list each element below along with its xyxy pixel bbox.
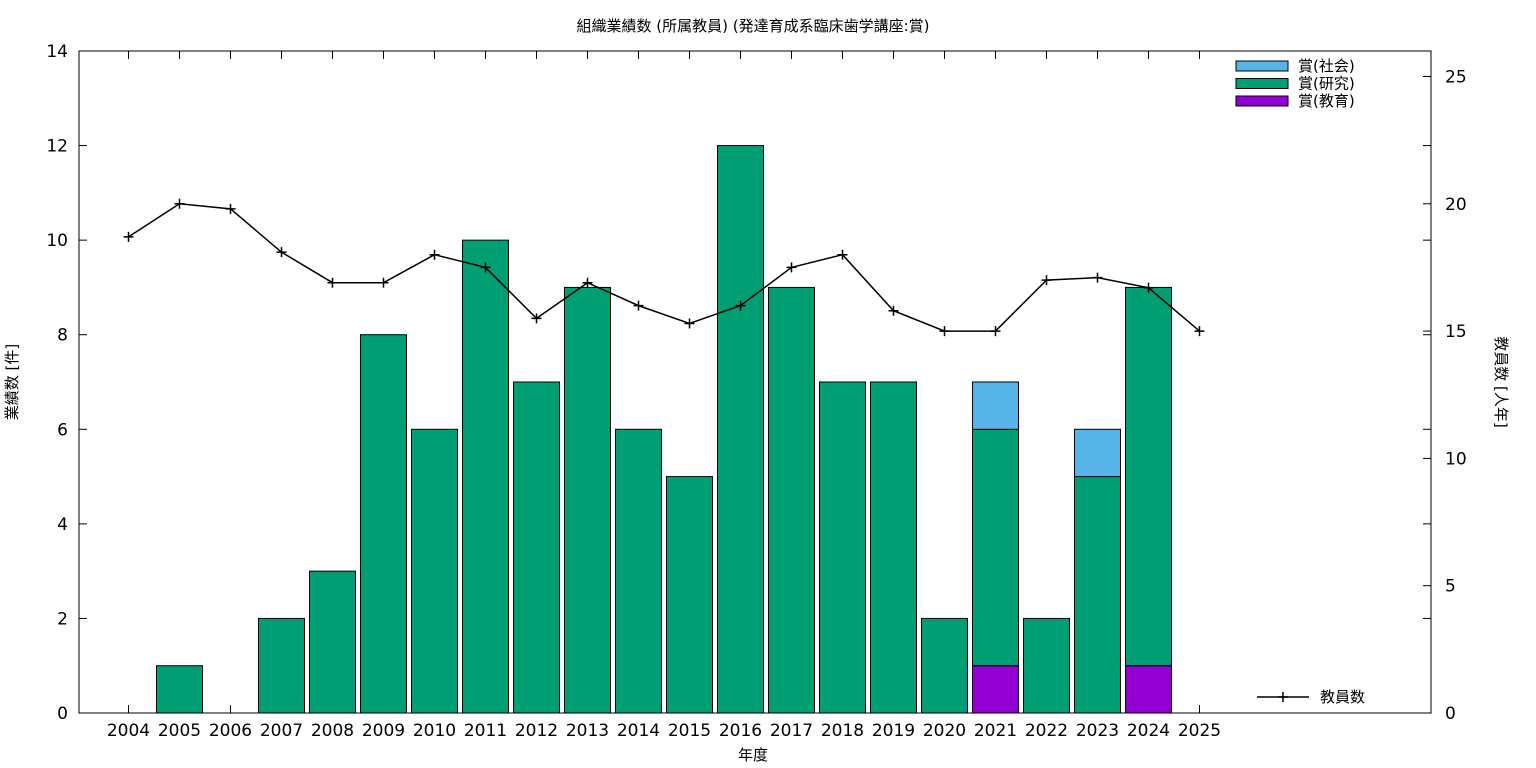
- x-tick-label: 2015: [668, 721, 711, 741]
- line-point-marker: [684, 318, 695, 329]
- bar-segment: [717, 145, 764, 714]
- y-tick-label: 14: [46, 42, 68, 62]
- x-tick-label: 2009: [362, 721, 405, 741]
- line-point-marker: [429, 249, 440, 260]
- x-tick-label: 2014: [617, 721, 660, 741]
- faculty-count-line: [128, 202, 1200, 332]
- bar-segment: [258, 617, 305, 714]
- bar-segment: [462, 239, 509, 714]
- y2-tick-label: 0: [1445, 704, 1456, 724]
- line-point-marker: [174, 198, 185, 209]
- legend-swatch: [1235, 60, 1289, 72]
- x-tick-label: 2011: [464, 721, 507, 741]
- bar-segment: [156, 665, 203, 714]
- x-tick-label: 2004: [107, 721, 150, 741]
- line-point-marker: [1194, 326, 1205, 337]
- bar-segment: [615, 428, 662, 714]
- bar-segment: [870, 381, 917, 714]
- line-point-marker: [888, 305, 899, 316]
- x-tick-label: 2024: [1127, 721, 1170, 741]
- y-tick-label: 4: [57, 515, 68, 535]
- line-point-marker: [480, 262, 491, 273]
- legend-line-marker: [1278, 692, 1288, 702]
- bar-segment: [564, 286, 611, 714]
- bar-segment: [819, 381, 866, 714]
- x-tick-label: 2007: [260, 721, 303, 741]
- legend-swatch: [1235, 78, 1289, 89]
- legend-label: 賞(教育): [1298, 92, 1355, 110]
- y2-tick-label: 25: [1445, 67, 1467, 87]
- x-tick-label: 2005: [158, 721, 201, 741]
- line-point-marker: [1143, 282, 1154, 293]
- line-point-marker: [1041, 275, 1052, 286]
- line-point-marker: [633, 300, 644, 311]
- bar-segment: [1125, 286, 1172, 667]
- x-tick-label: 2017: [770, 721, 813, 741]
- line-point-marker: [582, 277, 593, 288]
- line-point-marker: [123, 231, 134, 242]
- bar-segment: [972, 665, 1019, 714]
- y2-tick-label: 5: [1445, 577, 1456, 597]
- y2-tick-label: 10: [1445, 449, 1467, 469]
- x-tick-label: 2025: [1178, 721, 1221, 741]
- line-point-marker: [1092, 272, 1103, 283]
- y2-tick-label: 20: [1445, 195, 1467, 215]
- bar-segment: [768, 286, 815, 714]
- bar-segment: [1074, 428, 1121, 478]
- y-tick-label: 10: [46, 231, 68, 251]
- x-tick-label: 2010: [413, 721, 456, 741]
- legend-line-label: 教員数: [1320, 688, 1365, 706]
- x-axis-label: 年度: [738, 746, 768, 764]
- line-point-marker: [939, 326, 950, 337]
- x-tick-label: 2012: [515, 721, 558, 741]
- bar-segment: [513, 381, 560, 714]
- bar-segment: [360, 334, 407, 714]
- y-tick-label: 12: [46, 137, 68, 157]
- y2-tick-label: 15: [1445, 322, 1467, 342]
- legend-label: 賞(社会): [1298, 57, 1355, 75]
- y2-axis-label: 教員数 [人年]: [1492, 336, 1510, 427]
- bar-segment: [666, 476, 713, 714]
- x-tick-label: 2023: [1076, 721, 1119, 741]
- line-point-marker: [378, 277, 389, 288]
- line-point-marker: [276, 247, 287, 258]
- bar-segment: [411, 428, 458, 714]
- x-tick-label: 2021: [974, 721, 1017, 741]
- line-point-marker: [735, 300, 746, 311]
- line-point-marker: [225, 203, 236, 214]
- line-point-marker: [786, 262, 797, 273]
- bar-segment: [1074, 476, 1121, 714]
- legend-swatch: [1235, 95, 1289, 107]
- plot-frame: [78, 50, 1432, 714]
- bar-segment: [1023, 617, 1070, 714]
- chart-title: 組織業績数 (所属教員) (発達育成系臨床歯学講座:賞): [576, 17, 929, 35]
- legend-label: 賞(研究): [1298, 75, 1355, 93]
- bar-segment: [309, 570, 356, 714]
- bar-segment: [972, 381, 1019, 430]
- bar-segment: [1125, 665, 1172, 714]
- line-point-marker: [327, 277, 338, 288]
- line-point-marker: [531, 313, 542, 324]
- x-tick-label: 2022: [1025, 721, 1068, 741]
- y-axis-label: 業績数 [件]: [3, 344, 21, 420]
- x-tick-label: 2016: [719, 721, 762, 741]
- y-tick-label: 0: [57, 704, 68, 724]
- bar-segment: [921, 617, 968, 714]
- x-tick-label: 2013: [566, 721, 609, 741]
- x-tick-label: 2018: [821, 721, 864, 741]
- y-tick-label: 2: [57, 609, 68, 629]
- line-point-marker: [990, 326, 1001, 337]
- y-tick-label: 6: [57, 420, 68, 440]
- x-tick-label: 2019: [872, 721, 915, 741]
- x-tick-label: 2008: [311, 721, 354, 741]
- x-tick-label: 2006: [209, 721, 252, 741]
- x-tick-label: 2020: [923, 721, 966, 741]
- y-tick-label: 8: [57, 326, 68, 346]
- bar-segment: [972, 428, 1019, 667]
- line-point-marker: [837, 249, 848, 260]
